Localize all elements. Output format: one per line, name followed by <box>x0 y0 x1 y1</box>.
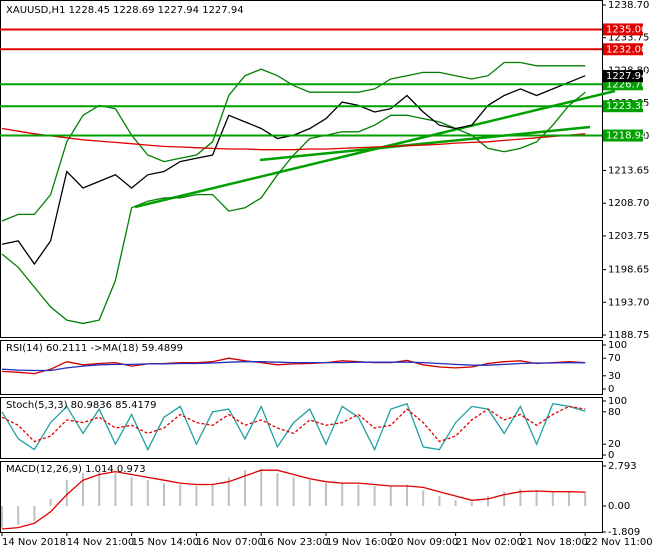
x-tick-label: 21 Nov 02:00 <box>456 537 523 548</box>
histogram-bar <box>519 488 522 507</box>
histogram-bar <box>470 501 473 507</box>
histogram-bar <box>487 496 489 507</box>
histogram-bar <box>406 484 408 507</box>
histogram-bar <box>438 496 441 507</box>
histogram-bar <box>17 506 20 525</box>
histogram-bar <box>98 471 101 507</box>
trend-line <box>259 125 591 162</box>
level-label: 1235.00 <box>606 24 647 35</box>
rsi-panel <box>0 340 603 395</box>
x-tick-label: 21 Nov 18:00 <box>520 537 587 548</box>
histogram-bar <box>195 485 198 507</box>
panel-title: MACD(12,26,9) 1.014 0.973 <box>6 464 146 475</box>
panel-title: RSI(14) 60.2111 ->MA(18) 59.4899 <box>6 343 183 354</box>
y-tick-label: 1203.75 <box>608 231 649 242</box>
x-tick-label: 15 Nov 14:00 <box>132 537 199 548</box>
series-line <box>1 361 586 372</box>
y-tick-label: 0 <box>608 450 614 461</box>
y-tick-label: 1208.70 <box>608 198 649 209</box>
histogram-bar <box>357 484 360 507</box>
series-line <box>1 91 586 325</box>
level-label: 1232.00 <box>606 44 647 55</box>
series-line <box>1 469 586 530</box>
y-tick-label: 0.00 <box>608 501 630 512</box>
level-label-box <box>603 23 643 36</box>
histogram-bar <box>260 468 263 507</box>
histogram-bar <box>276 473 279 507</box>
y-tick-label: 1198.65 <box>608 265 649 276</box>
histogram-bar <box>503 491 506 507</box>
y-tick-label: 1213.65 <box>608 165 649 176</box>
stoch-panel <box>0 397 603 459</box>
y-tick-label: 1188.75 <box>608 330 649 341</box>
histogram-bar <box>292 477 295 507</box>
y-tick-label: 0 <box>608 384 614 395</box>
x-tick-label: 14 Nov 21:00 <box>67 537 134 548</box>
x-tick-label: 16 Nov 23:00 <box>261 537 328 548</box>
series-line <box>1 61 586 222</box>
histogram-bar <box>341 483 344 507</box>
histogram-bar <box>454 500 457 507</box>
series-line <box>1 357 586 375</box>
y-tick-label: 100 <box>608 340 627 351</box>
price-panel <box>0 0 603 338</box>
y-tick-label: 80 <box>608 407 621 418</box>
y-tick-label: 20 <box>608 439 621 450</box>
x-tick-label: 20 Nov 09:00 <box>391 537 458 548</box>
histogram-bar <box>114 473 117 507</box>
histogram-bar <box>422 490 425 507</box>
histogram-bar <box>551 491 554 507</box>
y-tick-label: 70 <box>608 353 621 364</box>
histogram-bar <box>130 477 133 507</box>
level-label-box <box>603 43 643 56</box>
histogram-bar <box>163 483 165 507</box>
panel-title: Stoch(5,3,3) 80.9836 85.4179 <box>6 400 157 411</box>
level-label: 1226.70 <box>606 79 647 90</box>
y-tick-label: 1193.70 <box>608 297 649 308</box>
series-line <box>1 405 586 443</box>
x-tick-label: 14 Nov 2018 <box>2 537 66 548</box>
level-label-box <box>603 129 643 142</box>
histogram-bar <box>211 484 214 507</box>
series-line <box>1 127 586 151</box>
x-tick-label: 19 Nov 16:00 <box>326 537 393 548</box>
macd-panel <box>0 461 603 533</box>
level-label: 1223.38 <box>606 101 647 112</box>
histogram-bar <box>244 470 246 507</box>
histogram-bar <box>535 490 538 507</box>
x-tick-label: 16 Nov 07:00 <box>196 537 263 548</box>
histogram-bar <box>308 480 311 507</box>
y-tick-label: 100 <box>608 396 627 407</box>
histogram-bar <box>373 485 376 507</box>
y-tick-label: -1.809 <box>608 527 640 538</box>
x-tick-label: 22 Nov 11:00 <box>585 537 652 548</box>
histogram-bar <box>179 484 182 507</box>
y-tick-label: 1238.70 <box>608 0 649 11</box>
histogram-bar <box>146 480 149 507</box>
histogram-bar <box>33 506 36 521</box>
y-tick-label: 2.793 <box>608 461 637 472</box>
histogram-bar <box>49 498 52 507</box>
y-tick-label: 1233.75 <box>608 33 649 44</box>
histogram-bar <box>568 491 570 507</box>
panel-title: XAUUSD,H1 1228.45 1228.69 1227.94 1227.9… <box>6 5 244 16</box>
y-tick-label: 30 <box>608 371 621 382</box>
histogram-bar <box>584 491 587 507</box>
histogram-bar <box>65 480 68 507</box>
last-price-label: 1227.94 <box>606 71 647 82</box>
histogram-bar <box>227 477 230 507</box>
histogram-bar <box>82 473 84 507</box>
histogram-bar <box>389 485 392 507</box>
histogram-bar <box>1 506 3 528</box>
histogram-bar <box>325 483 327 507</box>
last-price-box <box>603 70 643 83</box>
level-label: 1218.94 <box>606 131 647 142</box>
level-label-box <box>603 100 643 113</box>
